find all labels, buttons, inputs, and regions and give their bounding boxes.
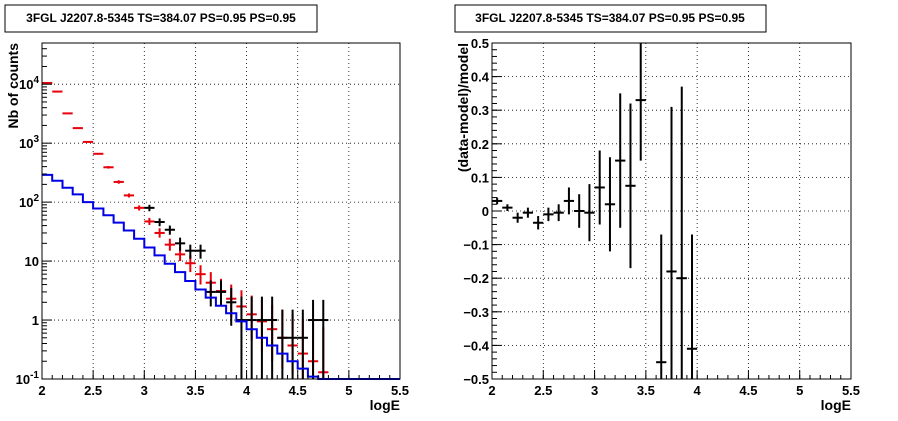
y-tick-label: −0.4 <box>463 338 489 353</box>
x-tick-label: 5 <box>345 383 352 398</box>
y-axis-title: (data-model)/model <box>455 43 471 172</box>
grid <box>492 43 851 379</box>
x-tick-label: 4 <box>243 383 251 398</box>
x-tick-label: 2 <box>488 383 495 398</box>
y-tick-label: 0.2 <box>471 137 489 152</box>
x-tick-label: 3 <box>591 383 598 398</box>
data-layer <box>42 81 400 380</box>
title-box <box>454 4 767 33</box>
x-tick-label: 2.5 <box>534 383 552 398</box>
x-tick-label: 2.5 <box>84 383 102 398</box>
y-tick-label: 102 <box>19 193 39 210</box>
y-tick-label: 10-1 <box>16 370 40 387</box>
x-tick-label: 3.5 <box>186 383 204 398</box>
y-tick-label: 0 <box>482 204 489 219</box>
chart-title: 3FGL J2207.8-5345 TS=384.07 PS=0.95 PS=0… <box>26 11 296 25</box>
chart-title: 3FGL J2207.8-5345 TS=384.07 PS=0.95 PS=0… <box>475 11 745 25</box>
y-tick-label: −0.2 <box>463 271 489 286</box>
x-axis-title: logE <box>370 397 400 413</box>
model-step-line <box>42 173 400 380</box>
y-tick-label: 0.1 <box>471 170 489 185</box>
x-tick-label: 4 <box>694 383 702 398</box>
residual-panel: 3FGL J2207.8-5345 TS=384.07 PS=0.95 PS=0… <box>454 4 860 413</box>
y-tick-label: 10 <box>25 254 39 269</box>
x-tick-label: 5.5 <box>391 383 409 398</box>
y-tick-label: 0.4 <box>471 70 490 85</box>
y-tick-label: −0.3 <box>463 305 489 320</box>
x-tick-label: 3 <box>141 383 148 398</box>
x-tick-label: 4.5 <box>739 383 757 398</box>
y-tick-label: 1 <box>32 313 39 328</box>
counts-panel: 3FGL J2207.8-5345 TS=384.07 PS=0.95 PS=0… <box>4 4 409 413</box>
title-box <box>4 4 318 33</box>
axes: 2 2.5 3 3.5 4 4.5 5 5.5 −0.5 −0.4 −0.3 −0.2 −0.1 0 0.1… <box>463 36 860 398</box>
y-tick-label: 103 <box>19 134 39 151</box>
data-layer <box>492 43 698 379</box>
y-tick-label: −0.1 <box>463 238 489 253</box>
x-tick-label: 2 <box>38 383 45 398</box>
x-tick-label: 5 <box>796 383 803 398</box>
y-tick-label: 0.5 <box>471 36 489 51</box>
y-tick-label: 104 <box>19 75 39 92</box>
y-axis-title: Nb of counts <box>5 43 21 129</box>
y-tick-label: 0.3 <box>471 103 489 118</box>
axes: 2 2.5 3 3.5 4 4.5 5 5.5 10-1 1 10 102 103 104 <box>16 48 409 398</box>
x-tick-label: 3.5 <box>637 383 655 398</box>
x-tick-label: 4.5 <box>289 383 307 398</box>
x-axis-title: logE <box>821 397 851 413</box>
x-tick-label: 5.5 <box>842 383 860 398</box>
y-tick-label: −0.5 <box>463 372 489 387</box>
